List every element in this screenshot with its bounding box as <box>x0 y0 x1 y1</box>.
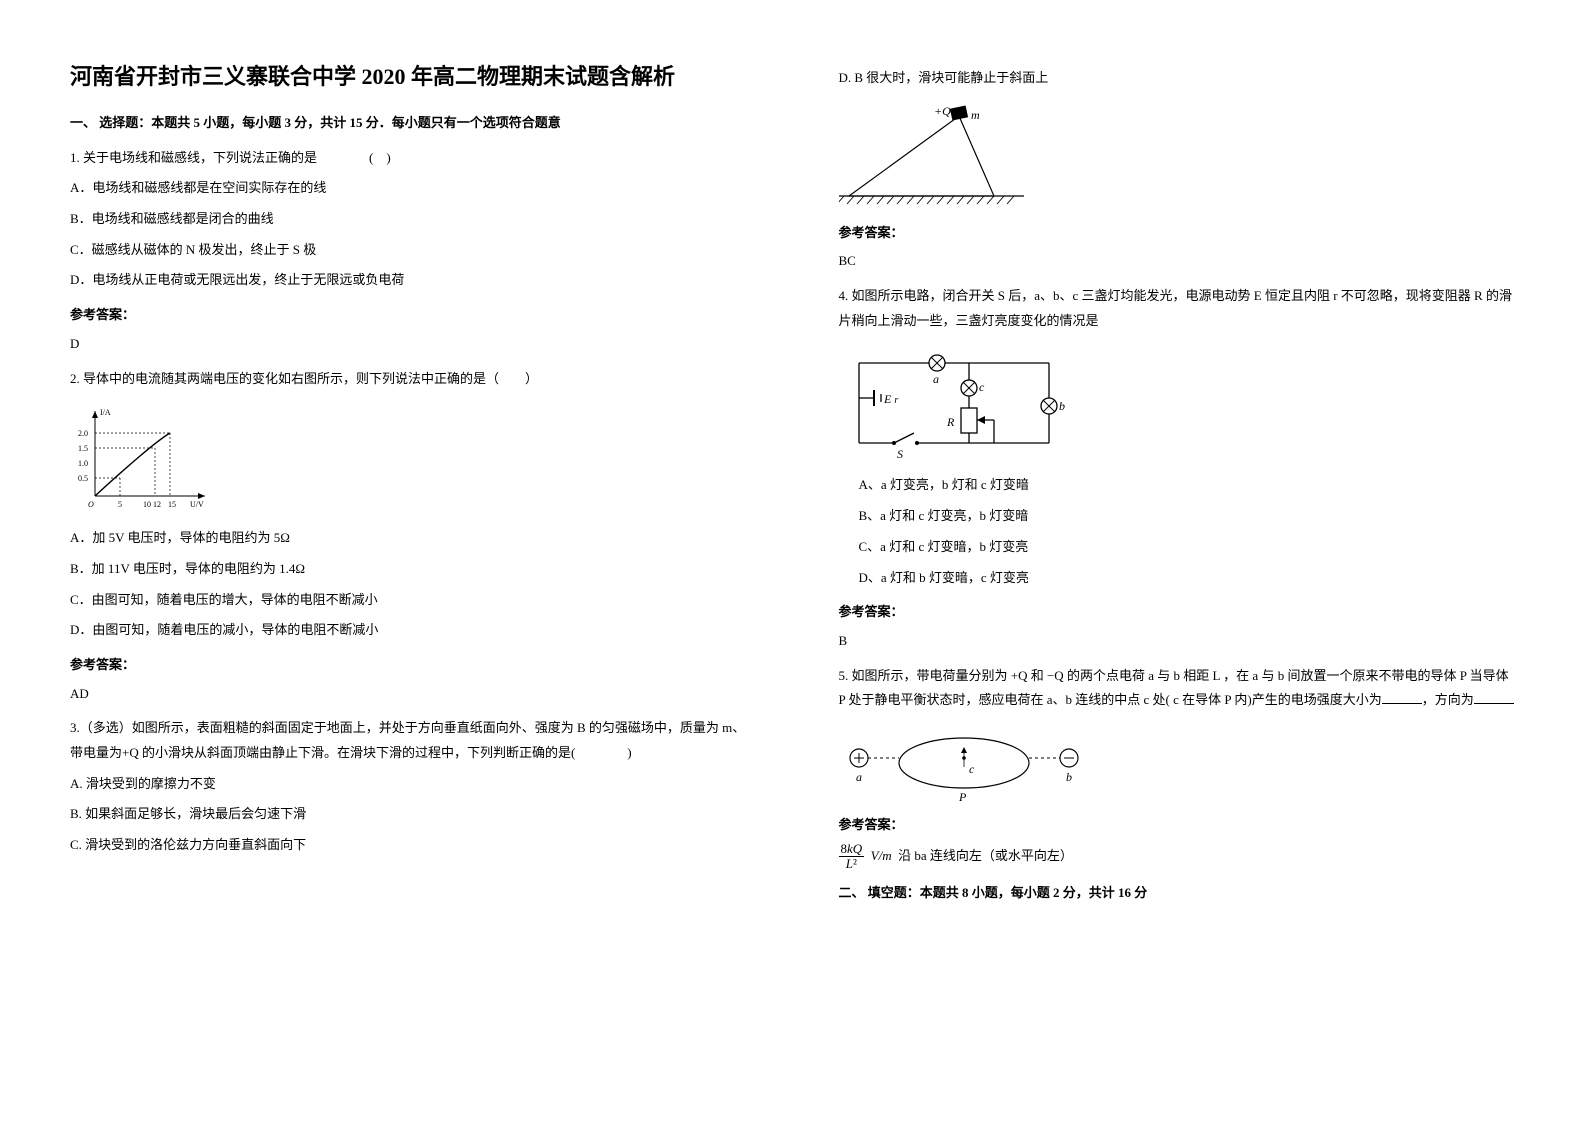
q5-stem-part-1: ，方向为 <box>1422 692 1474 707</box>
q4-opt-c: C、a 灯和 c 灯变暗，b 灯变亮 <box>859 535 1518 560</box>
ytick-1: 1.0 <box>78 459 88 468</box>
q4-ans: B <box>839 629 1518 654</box>
q5-blank-1 <box>1382 691 1422 704</box>
q1-opt-a: A．电场线和磁感线都是在空间实际存在的线 <box>70 176 749 201</box>
xtick-1: 10 <box>143 500 151 509</box>
left-column: 河南省开封市三义寨联合中学 2020 年高二物理期末试题含解析 一、 选择题：本… <box>70 60 749 1082</box>
q3-opt-d: D. B 很大时，滑块可能静止于斜面上 <box>839 66 1518 91</box>
q1-stem: 1. 关于电场线和磁感线，下列说法正确的是 ( ) <box>70 146 749 171</box>
section-1-heading: 一、 选择题：本题共 5 小题，每小题 3 分，共计 15 分．每小题只有一个选… <box>70 111 749 136</box>
xtick-2: 12 <box>153 500 161 509</box>
ytick-2: 1.5 <box>78 444 88 453</box>
q1-ans-label: 参考答案： <box>70 303 749 328</box>
q5-ans-label: 参考答案： <box>839 813 1518 838</box>
q5-ans-dir: 沿 ba 连线向左（或水平向左） <box>898 847 1073 862</box>
q5-ans: 8kQ L² V/m 沿 ba 连线向左（或水平向左） <box>839 842 1518 872</box>
q4-b-label: b <box>1059 399 1065 413</box>
q2-chart: 0.5 1.0 1.5 2.0 5 10 12 15 I/A U/V O <box>70 401 749 516</box>
ytick-3: 2.0 <box>78 429 88 438</box>
page-title: 河南省开封市三义寨联合中学 2020 年高二物理期末试题含解析 <box>70 60 749 93</box>
q5-blank-2 <box>1474 691 1514 704</box>
q4-r-label: R <box>946 415 955 429</box>
q3-m-label: m <box>971 108 980 122</box>
q3-opt-c: C. 滑块受到的洛伦兹力方向垂直斜面向下 <box>70 833 749 858</box>
q5-a-label: a <box>856 770 862 784</box>
ylabel: I/A <box>100 408 111 417</box>
xtick-0: 5 <box>118 500 122 509</box>
right-column: D. B 很大时，滑块可能静止于斜面上 +Q m 参考答案： <box>839 60 1518 1082</box>
svg-text:O: O <box>88 500 94 509</box>
q5-b-label: b <box>1066 770 1072 784</box>
q4-opt-d: D、a 灯和 b 灯变暗，c 灯变亮 <box>859 566 1518 591</box>
q3-ans-label: 参考答案： <box>839 221 1518 246</box>
q4-c-label: c <box>979 380 985 394</box>
xlabel: U/V <box>190 500 204 509</box>
q5-stem: 5. 如图所示，带电荷量分别为 +Q 和 −Q 的两个点电荷 a 与 b 相距 … <box>839 664 1518 713</box>
q2-ans-label: 参考答案： <box>70 653 749 678</box>
q2-opt-c: C．由图可知，随着电压的增大，导体的电阻不断减小 <box>70 588 749 613</box>
q1-opt-d: D．电场线从正电荷或无限远出发，终止于无限远或负电荷 <box>70 268 749 293</box>
q2-ans: AD <box>70 682 749 707</box>
q4-a-label: a <box>933 372 939 386</box>
ytick-0: 0.5 <box>78 474 88 483</box>
q2-opt-a: A．加 5V 电压时，导体的电阻约为 5Ω <box>70 526 749 551</box>
q4-ans-label: 参考答案： <box>839 600 1518 625</box>
q4-e-label: E r <box>883 392 898 406</box>
q3-opt-a: A. 滑块受到的摩擦力不变 <box>70 772 749 797</box>
section-2-heading: 二、 填空题：本题共 8 小题，每小题 2 分，共计 16 分 <box>839 881 1518 906</box>
q4-stem: 4. 如图所示电路，闭合开关 S 后，a、b、c 三盏灯均能发光，电源电动势 E… <box>839 284 1518 333</box>
q4-opt-a: A、a 灯变亮，b 灯和 c 灯变暗 <box>859 473 1518 498</box>
q2-opt-b: B．加 11V 电压时，导体的电阻约为 1.4Ω <box>70 557 749 582</box>
q1-opt-c: C．磁感线从磁体的 N 极发出，终止于 S 极 <box>70 238 749 263</box>
q3-q-label: +Q <box>934 104 951 118</box>
q4-s-label: S <box>897 447 903 461</box>
q2-opt-d: D．由图可知，随着电压的减小，导体的电阻不断减小 <box>70 618 749 643</box>
q3-stem: 3.（多选）如图所示，表面粗糙的斜面固定于地面上，并处于方向垂直纸面向外、强度为… <box>70 716 749 765</box>
q5-c-label: c <box>969 762 975 776</box>
q3-diagram: +Q m <box>839 101 1518 211</box>
q3-ans: BC <box>839 249 1518 274</box>
q4-diagram: a b c R S <box>839 343 1518 463</box>
q5-p-label: P <box>958 790 967 803</box>
q3-opt-b: B. 如果斜面足够长，滑块最后会匀速下滑 <box>70 802 749 827</box>
q1-opt-b: B．电场线和磁感线都是闭合的曲线 <box>70 207 749 232</box>
q2-stem: 2. 导体中的电流随其两端电压的变化如右图所示，则下列说法中正确的是（ ） <box>70 367 749 392</box>
q4-opt-b: B、a 灯和 c 灯变亮，b 灯变暗 <box>859 504 1518 529</box>
q5-diagram: a b c P <box>839 723 1518 803</box>
q1-ans: D <box>70 332 749 357</box>
xtick-3: 15 <box>168 500 176 509</box>
